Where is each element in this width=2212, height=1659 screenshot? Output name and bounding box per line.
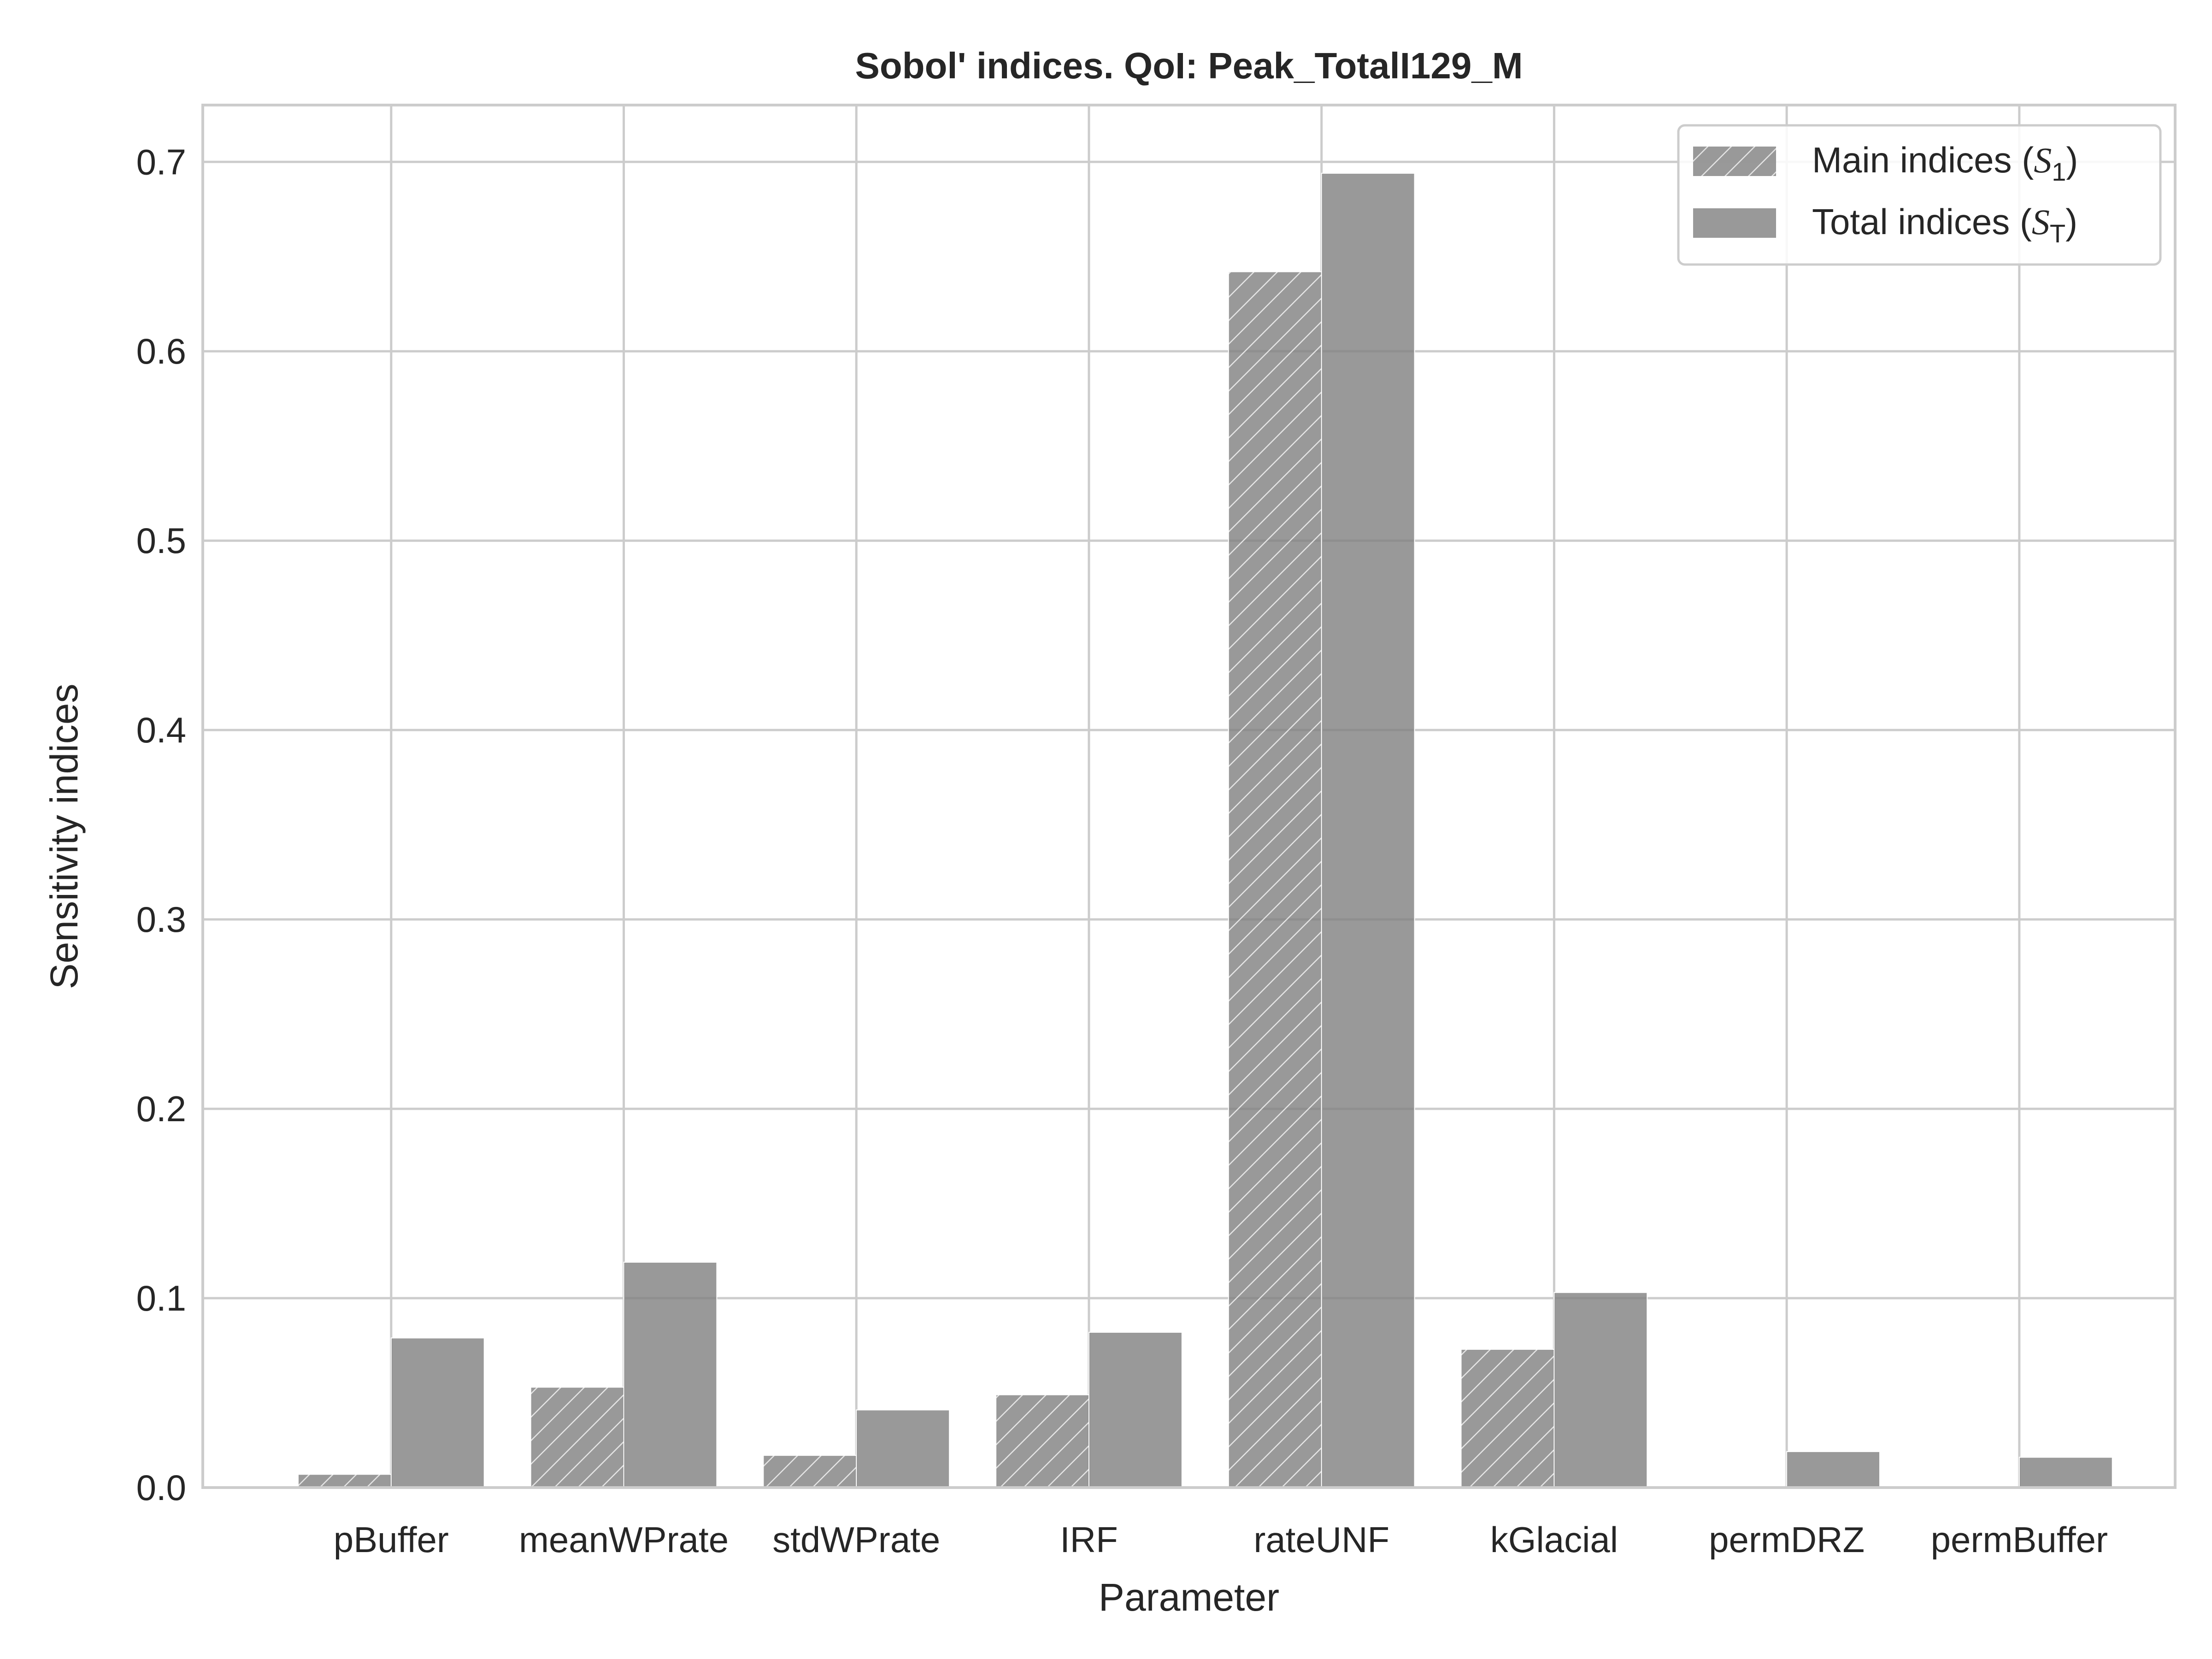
- y-axis-label: Sensitivity indices: [42, 684, 86, 989]
- legend-swatch-hatch: [1693, 147, 1776, 176]
- bar-total-index: [1321, 172, 1415, 1488]
- axes-frame: [201, 104, 2177, 1489]
- x-axis-label: Parameter: [1099, 1576, 1279, 1619]
- chart-title: Sobol' indices. QoI: Peak_TotalI129_M: [855, 45, 1523, 86]
- axes-background: [203, 105, 2175, 1488]
- legend: Main indices (S1) Total indices (ST): [1677, 124, 2162, 266]
- bar-hatch: [298, 1474, 391, 1488]
- x-tick-label: stdWPrate: [772, 1519, 940, 1560]
- x-tick-label: kGlacial: [1490, 1519, 1618, 1560]
- y-tick-label: 0.5: [136, 520, 186, 561]
- x-tick-label: rateUNF: [1253, 1519, 1389, 1560]
- legend-swatch: [1693, 208, 1776, 238]
- legend-box: [1677, 124, 2162, 266]
- y-tick-label: 0.1: [136, 1278, 186, 1318]
- bar-total-index: [1786, 1451, 1881, 1488]
- y-tick-label: 0.6: [136, 331, 186, 371]
- bar-hatch: [763, 1455, 857, 1488]
- x-tick-label: meanWPrate: [519, 1519, 729, 1560]
- bar-total-index: [2018, 1457, 2113, 1488]
- y-tick-label: 0.3: [136, 899, 186, 940]
- bar-total-index: [390, 1337, 485, 1488]
- y-tick-label: 0.0: [136, 1467, 186, 1508]
- bar-hatch: [530, 1387, 624, 1488]
- bar-hatch: [1461, 1349, 1554, 1488]
- plot-area: 0.0 0.1 0.2 0.3 0.4 0.5 0.6 0.7 pBuffer meanWPrat…: [136, 104, 2177, 1560]
- x-tick-label: permBuffer: [1931, 1519, 2108, 1560]
- x-tick-label: IRF: [1060, 1519, 1118, 1560]
- x-tick-label: permDRZ: [1709, 1519, 1865, 1560]
- bar-total-index: [623, 1261, 718, 1488]
- bar-total-index: [856, 1409, 950, 1488]
- y-tick-label: 0.2: [136, 1088, 186, 1129]
- y-tick-label: 0.4: [136, 710, 186, 750]
- legend-entry-label: Total indices (ST): [1812, 201, 2077, 248]
- x-tick-label: pBuffer: [334, 1519, 449, 1560]
- bar-total-index: [1553, 1292, 1648, 1488]
- legend-entry-label: Main indices (S1): [1812, 140, 2078, 186]
- bar-hatch: [1228, 271, 1322, 1488]
- bar-total-index: [1088, 1332, 1182, 1488]
- y-tick-label: 0.7: [136, 141, 186, 182]
- bar-hatch: [996, 1394, 1089, 1488]
